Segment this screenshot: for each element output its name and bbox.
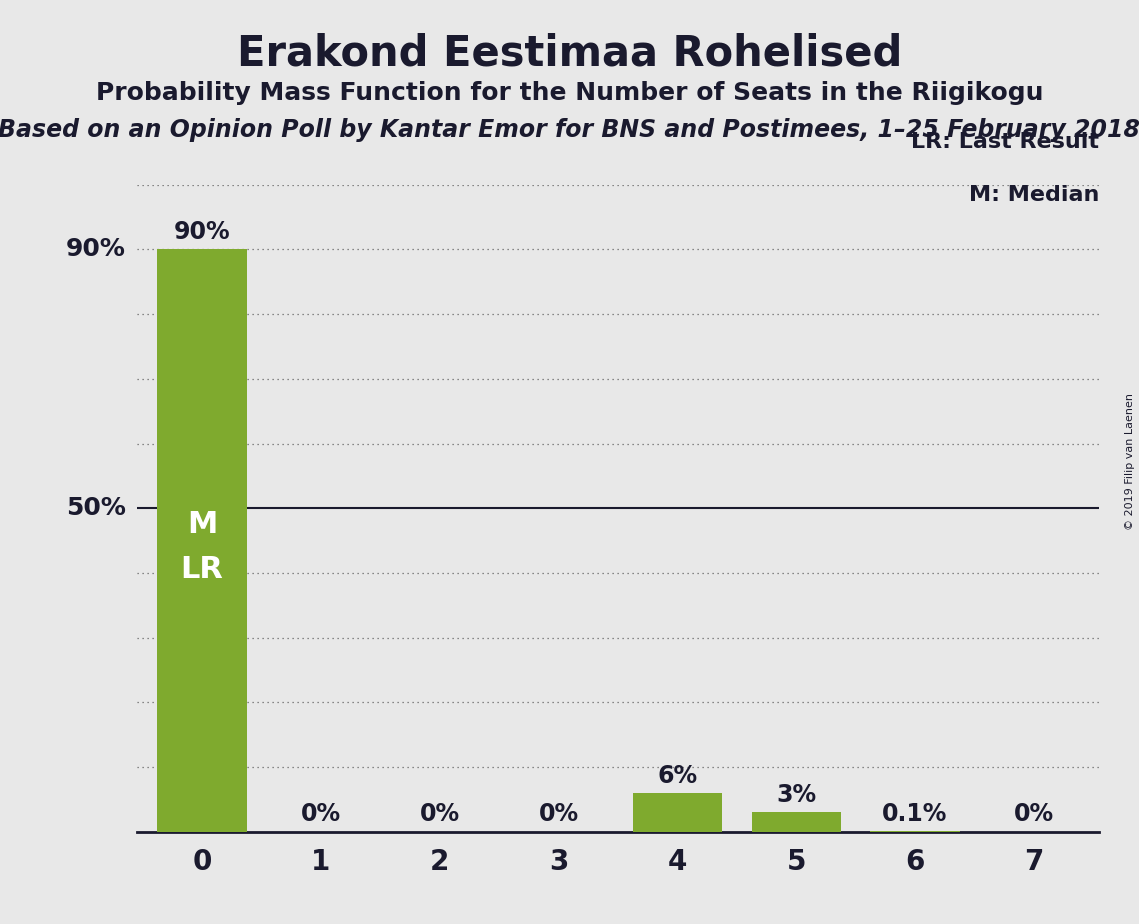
- Bar: [633, 793, 722, 832]
- Text: 0.1%: 0.1%: [883, 802, 948, 826]
- Text: 0%: 0%: [539, 802, 579, 826]
- Text: 3%: 3%: [776, 783, 817, 807]
- Text: 0%: 0%: [1014, 802, 1054, 826]
- Text: M: M: [187, 510, 218, 539]
- Text: LR: LR: [181, 555, 223, 584]
- Text: 90%: 90%: [66, 237, 125, 261]
- Text: 90%: 90%: [174, 220, 230, 244]
- Text: Erakond Eestimaa Rohelised: Erakond Eestimaa Rohelised: [237, 32, 902, 74]
- Text: 6%: 6%: [657, 763, 697, 787]
- Text: LR: Last Result: LR: Last Result: [911, 132, 1099, 152]
- Text: Based on an Opinion Poll by Kantar Emor for BNS and Postimees, 1–25 February 201: Based on an Opinion Poll by Kantar Emor …: [0, 118, 1139, 142]
- Text: © 2019 Filip van Laenen: © 2019 Filip van Laenen: [1125, 394, 1134, 530]
- Text: M: Median: M: Median: [969, 185, 1099, 205]
- Text: 50%: 50%: [66, 496, 125, 520]
- Text: Probability Mass Function for the Number of Seats in the Riigikogu: Probability Mass Function for the Number…: [96, 81, 1043, 105]
- Text: 0%: 0%: [301, 802, 341, 826]
- Text: 0%: 0%: [419, 802, 460, 826]
- Bar: [752, 812, 841, 832]
- Bar: [157, 249, 246, 832]
